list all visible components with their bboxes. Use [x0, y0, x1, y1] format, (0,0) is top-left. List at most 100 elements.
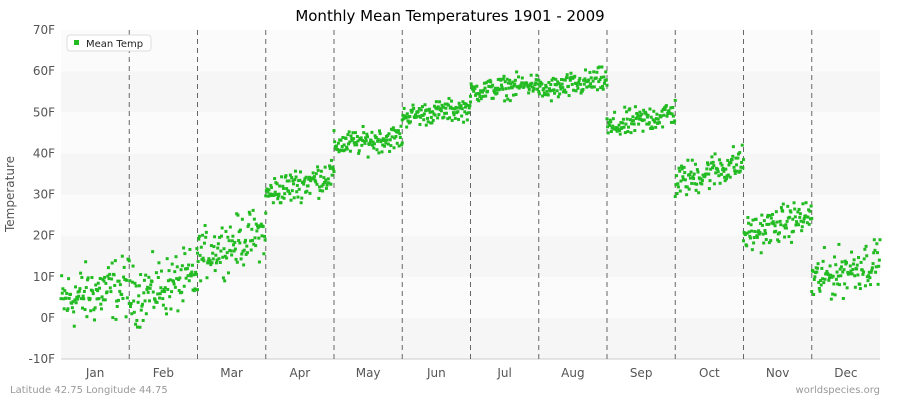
data-point — [221, 255, 225, 259]
data-point — [663, 108, 667, 112]
data-point — [194, 270, 198, 274]
data-point — [77, 294, 81, 298]
data-point — [369, 139, 373, 143]
data-point — [283, 192, 287, 196]
data-point — [666, 112, 670, 116]
data-point — [371, 143, 375, 147]
data-point — [467, 111, 471, 115]
data-point — [137, 294, 141, 298]
x-tick-label: Oct — [699, 366, 720, 380]
data-point — [178, 276, 182, 280]
data-point — [787, 235, 791, 239]
data-point — [208, 260, 212, 264]
data-point — [199, 279, 203, 283]
data-point — [450, 118, 454, 122]
data-point — [724, 177, 728, 181]
data-point — [604, 70, 608, 74]
data-point — [353, 131, 357, 135]
data-point — [834, 277, 838, 281]
data-point — [561, 90, 565, 94]
x-tick-label: Jan — [85, 366, 105, 380]
data-point — [867, 270, 871, 274]
data-point — [355, 143, 359, 147]
data-point — [806, 215, 810, 219]
data-point — [224, 229, 228, 233]
data-point — [293, 169, 297, 173]
data-point — [580, 89, 584, 93]
data-point — [716, 170, 720, 174]
data-point — [325, 183, 329, 187]
data-point — [353, 143, 357, 147]
data-point — [396, 129, 400, 133]
data-point — [290, 176, 294, 180]
data-point — [578, 82, 582, 86]
data-point — [651, 126, 654, 130]
data-point — [852, 258, 856, 262]
data-point — [322, 176, 326, 180]
data-point — [537, 92, 541, 96]
data-point — [709, 161, 713, 165]
data-point — [554, 77, 558, 81]
data-point — [331, 165, 335, 169]
data-point — [274, 193, 278, 197]
data-point — [705, 167, 709, 171]
data-point — [688, 173, 692, 177]
data-point — [67, 296, 71, 300]
data-point — [284, 174, 288, 178]
data-point — [513, 78, 517, 82]
data-point — [513, 82, 517, 86]
data-point — [635, 115, 639, 119]
data-point — [171, 280, 175, 284]
data-point — [501, 77, 505, 81]
data-point — [424, 123, 428, 127]
data-point — [152, 305, 156, 309]
data-point — [839, 274, 843, 278]
data-point — [383, 144, 387, 148]
data-point — [503, 80, 507, 84]
data-point — [417, 106, 421, 110]
data-point — [494, 88, 498, 92]
data-point — [713, 152, 717, 156]
data-point — [101, 277, 105, 281]
data-point — [714, 171, 718, 175]
data-point — [219, 249, 223, 253]
data-point — [669, 106, 673, 110]
data-point — [518, 85, 522, 89]
data-point — [295, 183, 299, 187]
data-point — [130, 312, 134, 316]
data-point — [676, 182, 680, 186]
data-point — [759, 222, 763, 226]
data-point — [438, 100, 442, 104]
x-tick-label: Feb — [153, 366, 174, 380]
data-point — [869, 270, 873, 274]
data-point — [610, 126, 614, 130]
data-point — [475, 84, 479, 88]
data-point — [211, 251, 215, 255]
data-point — [849, 269, 853, 273]
data-point — [254, 244, 258, 248]
data-point — [74, 301, 78, 305]
data-point — [638, 110, 642, 114]
data-point — [419, 108, 423, 112]
data-point — [859, 260, 863, 264]
data-point — [202, 241, 206, 245]
data-point — [230, 239, 234, 243]
data-point — [195, 247, 199, 251]
legend-box — [66, 34, 152, 52]
data-point — [93, 306, 97, 310]
data-point — [306, 184, 310, 188]
data-point — [779, 223, 783, 227]
data-point — [745, 244, 749, 248]
data-point — [525, 83, 529, 87]
data-point — [392, 146, 396, 150]
data-point — [264, 211, 268, 215]
data-point — [212, 245, 216, 249]
data-point — [735, 163, 739, 167]
legend: Mean Temp — [66, 34, 152, 52]
data-point — [206, 261, 210, 265]
data-point — [404, 116, 408, 120]
data-point — [654, 125, 658, 129]
data-point — [488, 78, 492, 82]
data-point — [154, 271, 158, 275]
